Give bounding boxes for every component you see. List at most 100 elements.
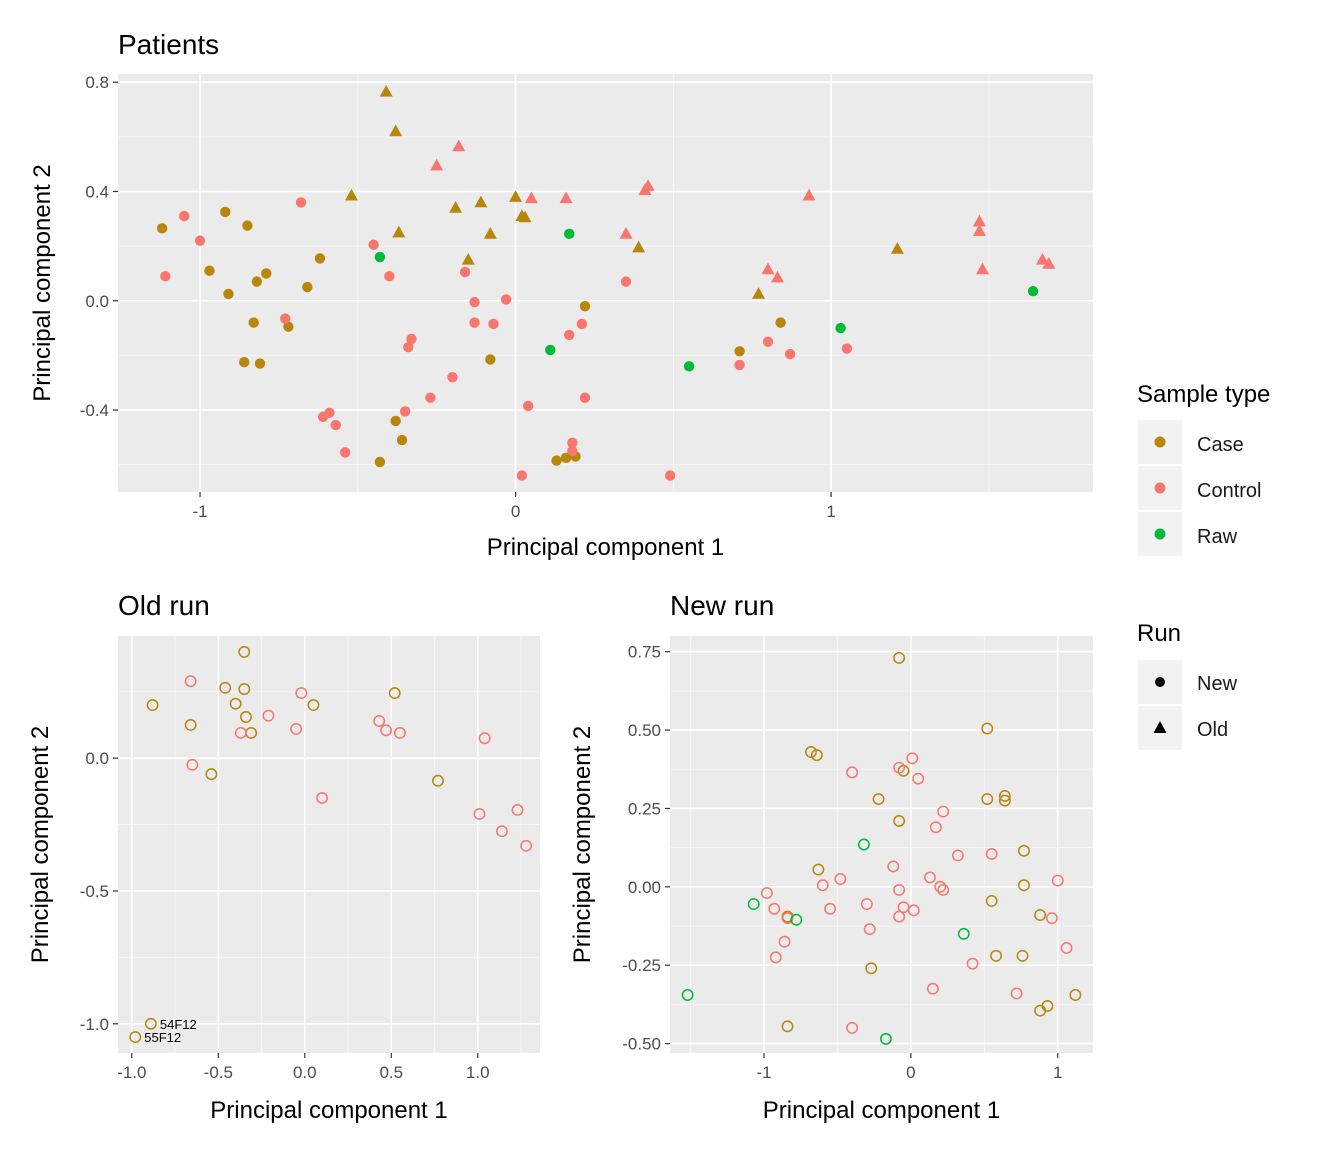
point-control-circle: [937, 884, 950, 896]
legend-title-run: Run: [1137, 620, 1181, 647]
x-tick-label: -1.0: [117, 1063, 146, 1082]
point-control-circle: [393, 726, 406, 739]
point-control-circle: [368, 239, 379, 250]
point-control-circle: [179, 210, 190, 222]
point-case-circle: [560, 452, 572, 464]
legend-label-case: Case: [1197, 434, 1244, 456]
point-raw-circle: [879, 1032, 892, 1045]
point-case-circle: [551, 455, 562, 466]
point-case-circle: [893, 815, 906, 827]
point-control-circle: [184, 675, 197, 688]
point-control-circle: [846, 1021, 859, 1034]
point-case-circle: [1018, 879, 1030, 892]
y-tick-label: -0.50: [622, 1035, 661, 1054]
point-control-circle: [834, 873, 847, 885]
point-case-circle: [396, 434, 408, 446]
point-control-circle: [567, 445, 578, 457]
point-control-circle: [473, 808, 486, 820]
point-case-circle: [865, 962, 878, 975]
point-case-circle: [242, 220, 253, 231]
panel-background: [118, 74, 1093, 492]
x-tick-label: 0: [511, 502, 520, 521]
point-case-circle: [144, 1017, 157, 1030]
point-control-circle: [768, 902, 781, 915]
point-case-triangle: [890, 242, 904, 254]
point-control-circle: [384, 270, 395, 282]
x-tick-label: 1: [826, 502, 835, 521]
point-control-triangle: [559, 191, 573, 204]
point-case-circle: [893, 651, 906, 664]
points-layer: [681, 651, 1082, 1045]
legend-marker-old: [1153, 721, 1167, 733]
point-control-triangle: [802, 188, 816, 201]
legend-label-raw: Raw: [1197, 526, 1238, 548]
point-control-circle: [824, 902, 837, 915]
x-tick-label: 0: [906, 1063, 915, 1082]
point-case-circle: [390, 415, 401, 427]
point-case-circle: [781, 1020, 794, 1033]
point-case-circle: [985, 894, 998, 907]
point-control-circle: [841, 343, 853, 354]
y-tick-label: 0.25: [628, 799, 661, 818]
x-tick-label: -1: [756, 1063, 771, 1082]
point-control-circle: [488, 318, 499, 330]
point-case-circle: [998, 789, 1011, 802]
point-case-circle: [314, 253, 326, 264]
y-tick-label: 0.0: [85, 749, 109, 768]
point-raw-circle: [1027, 285, 1039, 297]
point-control-circle: [425, 392, 436, 403]
y-axis-label: Principal component 2: [569, 726, 596, 963]
point-control-circle: [373, 715, 386, 727]
point-control-circle: [762, 336, 774, 347]
y-tick-label: -0.5: [80, 882, 109, 901]
y-tick-label: -0.4: [80, 401, 109, 420]
point-control-circle: [907, 904, 920, 917]
point-case-circle: [184, 719, 197, 731]
point-control-circle: [893, 761, 906, 774]
point-annotation: 55F12: [144, 1030, 181, 1045]
point-control-circle: [469, 296, 480, 308]
point-control-circle: [863, 923, 876, 936]
point-control-circle: [186, 758, 199, 771]
point-case-circle: [238, 683, 251, 696]
sample-type-legend: Sample type Case Control Raw: [1137, 381, 1270, 556]
point-case-circle: [981, 722, 994, 735]
point-raw-circle: [564, 228, 575, 240]
point-control-circle: [447, 372, 458, 383]
points-layer: [129, 645, 533, 1044]
point-case-circle: [872, 793, 885, 805]
point-control-circle: [816, 879, 829, 892]
point-case-circle: [734, 346, 745, 357]
point-control-circle: [522, 400, 534, 412]
x-tick-label: -1: [192, 502, 207, 521]
point-case-circle: [240, 711, 252, 723]
point-raw-circle: [545, 344, 556, 356]
point-control-circle: [234, 726, 247, 739]
point-case-circle: [248, 317, 259, 328]
point-control-triangle: [1036, 252, 1050, 265]
point-raw-circle: [681, 989, 694, 1001]
point-case-triangle: [392, 225, 406, 238]
point-case-circle: [374, 456, 386, 468]
y-tick-label: 0.00: [628, 878, 661, 897]
point-control-circle: [784, 348, 796, 360]
point-control-circle: [934, 880, 947, 893]
point-case-circle: [254, 358, 266, 369]
point-control-circle: [280, 313, 291, 324]
point-case-circle: [485, 354, 496, 365]
point-control-circle: [567, 437, 578, 449]
patients-panel: -1 0 1 -0.4 0.0 0.4 0.8 Patients Principal compo…: [29, 29, 1093, 561]
point-control-circle: [951, 849, 964, 862]
point-case-triangle: [344, 188, 358, 201]
y-tick-label: 0.0: [85, 292, 109, 311]
point-control-triangle: [641, 179, 655, 191]
point-control-circle: [769, 951, 782, 964]
x-tick-label: -0.5: [204, 1063, 233, 1082]
point-control-circle: [295, 197, 307, 208]
y-tick-label: -0.25: [622, 956, 661, 975]
point-case-triangle: [379, 84, 393, 97]
point-control-circle: [912, 772, 925, 785]
point-control-circle: [781, 912, 794, 925]
point-control-circle: [966, 957, 979, 970]
point-case-triangle: [474, 195, 488, 208]
